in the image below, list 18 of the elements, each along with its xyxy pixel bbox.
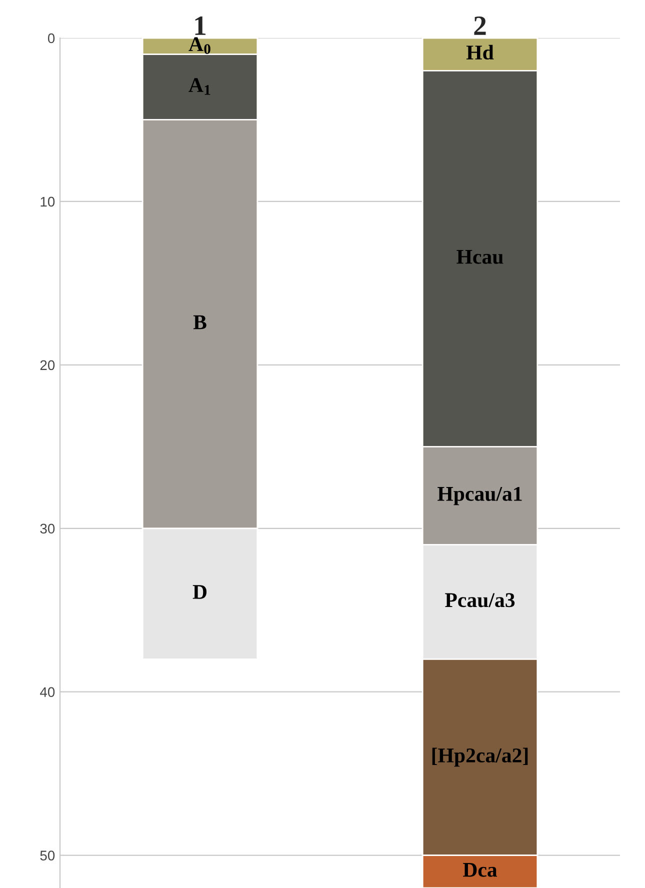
annotation: A$_{0}$ — [188, 37, 210, 54]
y-tick-label: 20 — [40, 360, 55, 370]
x-tick-label: 2 — [474, 16, 486, 35]
y-tick-label: 50 — [40, 850, 55, 860]
annotation: A$_{1}$ — [188, 78, 210, 95]
annotation: Hpcau/a1 — [438, 486, 522, 506]
annotation: B — [193, 315, 206, 330]
annotation: Hd — [466, 44, 494, 60]
annotation: D — [192, 585, 207, 599]
annotation: Hcau — [456, 250, 504, 264]
annotation: Pcau/a3 — [445, 593, 515, 608]
y-tick-label: 40 — [40, 687, 55, 698]
y-tick-label: 0 — [48, 33, 55, 44]
x-tick-label: 1 — [195, 16, 206, 35]
y-tick-label: 10 — [40, 196, 55, 207]
y-tick-label: 30 — [40, 524, 55, 534]
annotation: [Hp2ca/a2] — [432, 748, 528, 767]
annotation: Dca — [463, 863, 498, 877]
